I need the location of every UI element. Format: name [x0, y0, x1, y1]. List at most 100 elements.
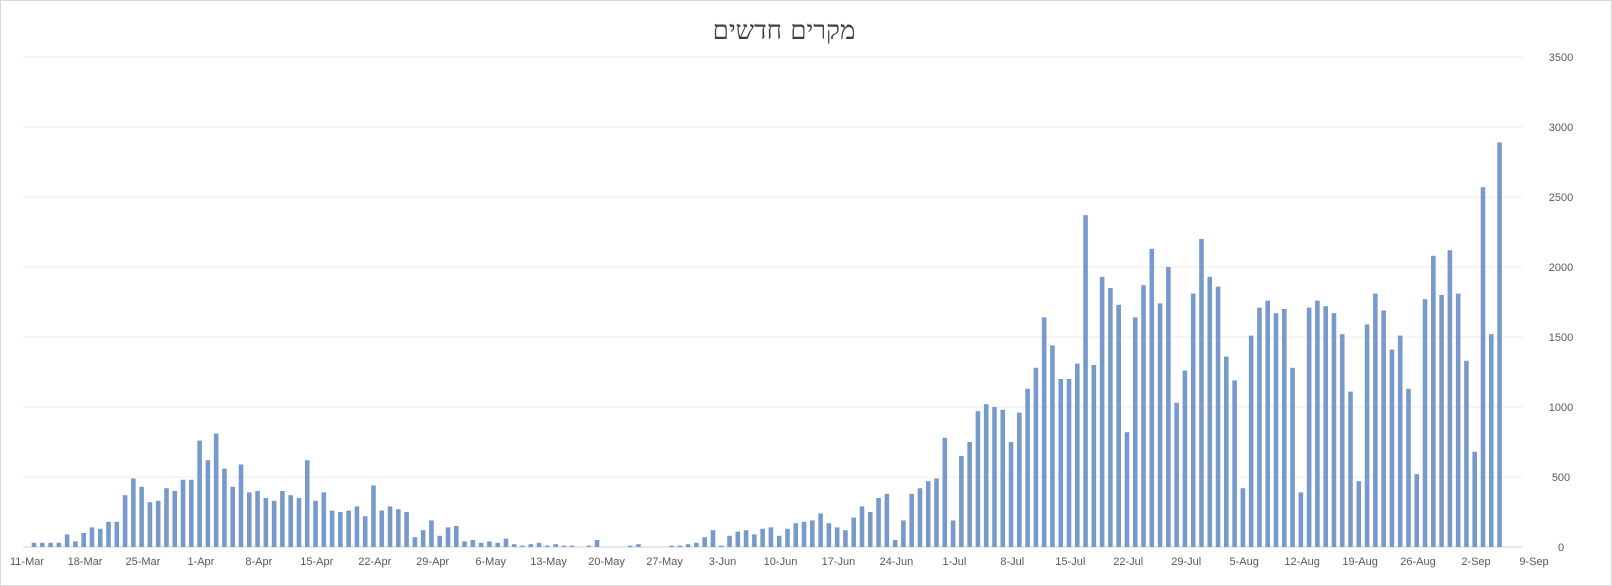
bar — [255, 491, 260, 547]
y-tick-label: 2000 — [1549, 262, 1573, 274]
bar — [64, 534, 70, 547]
bar — [97, 528, 103, 547]
bar — [569, 545, 575, 547]
y-tick-label: 3000 — [1549, 122, 1573, 134]
bar — [1431, 255, 1436, 548]
bar — [1323, 306, 1328, 547]
bar — [495, 542, 500, 547]
bar — [1331, 313, 1337, 547]
bar — [1000, 409, 1006, 547]
bars — [31, 142, 1502, 548]
bar — [230, 486, 236, 547]
bar — [1050, 345, 1055, 547]
bar — [743, 530, 749, 547]
bar — [39, 542, 45, 547]
bar — [1455, 293, 1461, 547]
y-axis-ticks: 0 500 1000 1500 2000 2500 3000 3500 — [1549, 52, 1573, 554]
bar — [545, 545, 550, 547]
x-tick-label: 11-Mar — [10, 556, 44, 568]
bar — [1373, 293, 1378, 547]
bar — [1464, 360, 1469, 547]
x-axis-ticks: 11-Mar 18-Mar 25-Mar 1-Apr 8-Apr 15-Apr 22-Apr… — [10, 556, 1549, 568]
bar — [437, 535, 443, 547]
bar — [1124, 432, 1130, 547]
bar — [1348, 391, 1353, 547]
bar — [553, 544, 558, 547]
bar — [1356, 481, 1362, 547]
bar — [752, 534, 757, 547]
bar — [89, 527, 95, 547]
bar — [1248, 335, 1254, 547]
x-tick-label: 26-Aug — [1400, 556, 1435, 568]
bar — [1472, 451, 1478, 547]
x-tick-label: 27-May — [646, 556, 683, 568]
x-tick-label: 19-Aug — [1342, 556, 1377, 568]
bar — [959, 456, 964, 547]
x-tick-label: 24-Jun — [880, 556, 914, 568]
bar — [934, 478, 939, 547]
bar — [180, 479, 186, 547]
bar — [263, 498, 269, 547]
bar — [1381, 310, 1386, 547]
x-tick-label: 29-Jul — [1171, 556, 1201, 568]
x-tick-label: 6-May — [475, 556, 506, 568]
bar — [155, 500, 161, 547]
bar — [222, 468, 227, 547]
bar — [1339, 334, 1345, 547]
y-tick-label: 3500 — [1549, 52, 1573, 64]
bar — [1397, 335, 1403, 547]
bar — [1232, 380, 1237, 547]
bar — [1199, 239, 1204, 547]
bar — [917, 488, 923, 547]
bar — [197, 440, 202, 547]
bar — [718, 545, 724, 547]
bar — [271, 500, 277, 547]
x-tick-label: 25-Mar — [125, 556, 160, 568]
bar — [1207, 276, 1213, 547]
bar — [801, 521, 807, 547]
bar — [511, 544, 517, 547]
bar — [478, 542, 484, 547]
x-tick-label: 10-Jun — [764, 556, 798, 568]
bar — [710, 530, 716, 547]
bar — [851, 517, 857, 547]
bar — [487, 541, 492, 547]
bar — [1306, 307, 1312, 547]
bar — [213, 433, 219, 547]
bar — [975, 411, 981, 547]
bar — [1364, 324, 1370, 547]
bar — [669, 545, 674, 547]
bar — [942, 437, 948, 547]
bar — [1439, 295, 1444, 547]
bar — [1488, 334, 1494, 547]
x-tick-label: 2-Sep — [1461, 556, 1490, 568]
bar — [826, 523, 832, 547]
bar — [503, 538, 509, 547]
bar — [73, 541, 78, 547]
x-tick-label: 17-Jun — [822, 556, 856, 568]
bar — [992, 407, 997, 547]
x-tick-label: 22-Jul — [1113, 556, 1143, 568]
bar — [586, 545, 592, 547]
y-tick-label: 500 — [1552, 472, 1570, 484]
bar — [205, 460, 211, 547]
gridlines — [23, 56, 1523, 548]
bar — [172, 491, 178, 547]
bar — [1389, 349, 1395, 547]
bar — [776, 535, 782, 547]
bar — [867, 512, 873, 547]
bar — [304, 460, 310, 547]
bar — [404, 512, 409, 547]
bar — [1273, 313, 1279, 547]
bar — [81, 533, 86, 547]
bar — [950, 520, 956, 547]
bar — [694, 542, 699, 547]
x-tick-label: 8-Jul — [1000, 556, 1024, 568]
bar — [412, 537, 418, 547]
bar — [1025, 388, 1030, 547]
bar — [1116, 304, 1121, 547]
bar — [1091, 365, 1097, 547]
bar — [636, 544, 641, 547]
bar — [1074, 363, 1080, 547]
